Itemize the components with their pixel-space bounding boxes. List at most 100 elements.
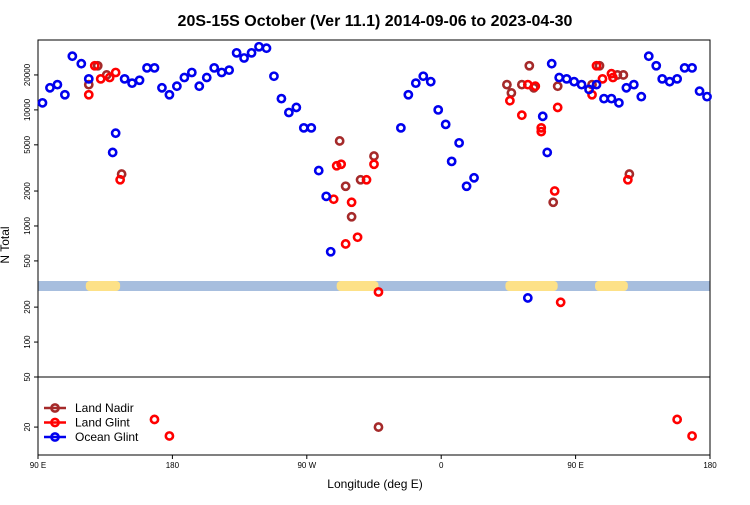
point-ocean-glint xyxy=(412,80,419,87)
legend-label-land-nadir: Land Nadir xyxy=(75,401,134,415)
point-ocean-glint xyxy=(420,73,427,80)
point-ocean-glint xyxy=(181,74,188,81)
point-ocean-glint xyxy=(666,78,673,85)
point-ocean-glint xyxy=(128,80,135,87)
y-tick-label: 5000 xyxy=(23,135,32,153)
point-ocean-glint xyxy=(143,64,150,71)
point-ocean-glint xyxy=(226,67,233,74)
point-ocean-glint xyxy=(397,124,404,131)
y-tick-label: 100 xyxy=(23,335,32,349)
chart-title: 20S-15S October (Ver 11.1) 2014-09-06 to… xyxy=(178,13,573,30)
points-layer xyxy=(39,43,711,439)
point-land-nadir xyxy=(554,83,561,90)
point-ocean-glint xyxy=(136,77,143,84)
point-ocean-glint xyxy=(233,49,240,56)
x-tick-label: 90 W xyxy=(297,461,316,470)
map-strip-land xyxy=(337,281,379,291)
point-ocean-glint xyxy=(405,91,412,98)
point-ocean-glint xyxy=(681,64,688,71)
legend-label-land-glint: Land Glint xyxy=(75,416,130,430)
point-ocean-glint xyxy=(703,93,710,100)
y-tick-label: 50 xyxy=(23,372,32,381)
point-land-glint xyxy=(624,176,631,183)
point-ocean-glint xyxy=(203,74,210,81)
point-ocean-glint xyxy=(308,124,315,131)
point-ocean-glint xyxy=(293,104,300,111)
point-ocean-glint xyxy=(196,83,203,90)
point-ocean-glint xyxy=(435,106,442,113)
point-ocean-glint xyxy=(548,60,555,67)
point-land-glint xyxy=(506,97,513,104)
point-ocean-glint xyxy=(218,69,225,76)
point-ocean-glint xyxy=(158,84,165,91)
point-ocean-glint xyxy=(524,294,531,301)
legend-label-ocean-glint: Ocean Glint xyxy=(75,430,139,444)
point-ocean-glint xyxy=(448,158,455,165)
point-ocean-glint xyxy=(585,86,592,93)
point-land-glint xyxy=(166,432,173,439)
x-tick-label: 90 E xyxy=(30,461,46,470)
point-ocean-glint xyxy=(69,53,76,60)
y-tick-label: 20 xyxy=(23,422,32,431)
point-land-glint xyxy=(348,199,355,206)
x-tick-label: 180 xyxy=(166,461,180,470)
map-strip-land xyxy=(86,281,120,291)
point-ocean-glint xyxy=(270,73,277,80)
point-land-glint xyxy=(97,75,104,82)
point-ocean-glint xyxy=(85,75,92,82)
point-land-glint xyxy=(375,288,382,295)
point-land-glint xyxy=(342,240,349,247)
point-ocean-glint xyxy=(46,84,53,91)
point-ocean-glint xyxy=(688,64,695,71)
point-land-glint xyxy=(354,234,361,241)
point-ocean-glint xyxy=(151,64,158,71)
point-land-nadir xyxy=(508,89,515,96)
point-ocean-glint xyxy=(556,74,563,81)
point-ocean-glint xyxy=(112,130,119,137)
point-land-nadir xyxy=(342,183,349,190)
point-land-nadir xyxy=(336,137,343,144)
x-axis-title: Longitude (deg E) xyxy=(327,477,422,491)
y-tick-label: 10000 xyxy=(23,98,32,121)
point-land-nadir xyxy=(348,213,355,220)
point-ocean-glint xyxy=(315,167,322,174)
point-land-nadir xyxy=(370,152,377,159)
point-ocean-glint xyxy=(674,75,681,82)
point-ocean-glint xyxy=(327,248,334,255)
point-land-glint xyxy=(330,196,337,203)
point-ocean-glint xyxy=(278,95,285,102)
point-ocean-glint xyxy=(470,174,477,181)
y-tick-label: 200 xyxy=(23,300,32,314)
point-ocean-glint xyxy=(653,62,660,69)
point-land-glint xyxy=(363,176,370,183)
point-ocean-glint xyxy=(54,81,61,88)
x-tick-label: 90 E xyxy=(567,461,583,470)
map-strip-layer xyxy=(38,281,710,291)
point-land-glint xyxy=(518,112,525,119)
point-ocean-glint xyxy=(638,93,645,100)
point-ocean-glint xyxy=(121,75,128,82)
point-ocean-glint xyxy=(188,69,195,76)
point-ocean-glint xyxy=(263,45,270,52)
point-ocean-glint xyxy=(61,91,68,98)
point-ocean-glint xyxy=(563,75,570,82)
point-ocean-glint xyxy=(300,124,307,131)
point-ocean-glint xyxy=(173,83,180,90)
point-land-glint xyxy=(688,432,695,439)
point-land-glint xyxy=(557,299,564,306)
y-axis-title: N Total xyxy=(0,226,12,263)
point-ocean-glint xyxy=(255,43,262,50)
point-land-nadir xyxy=(550,199,557,206)
point-land-glint xyxy=(112,69,119,76)
point-ocean-glint xyxy=(623,84,630,91)
point-land-glint xyxy=(532,83,539,90)
point-ocean-glint xyxy=(578,81,585,88)
point-ocean-glint xyxy=(78,60,85,67)
point-ocean-glint xyxy=(645,53,652,60)
point-ocean-glint xyxy=(109,149,116,156)
point-land-nadir xyxy=(503,81,510,88)
point-ocean-glint xyxy=(285,109,292,116)
point-land-glint xyxy=(554,104,561,111)
